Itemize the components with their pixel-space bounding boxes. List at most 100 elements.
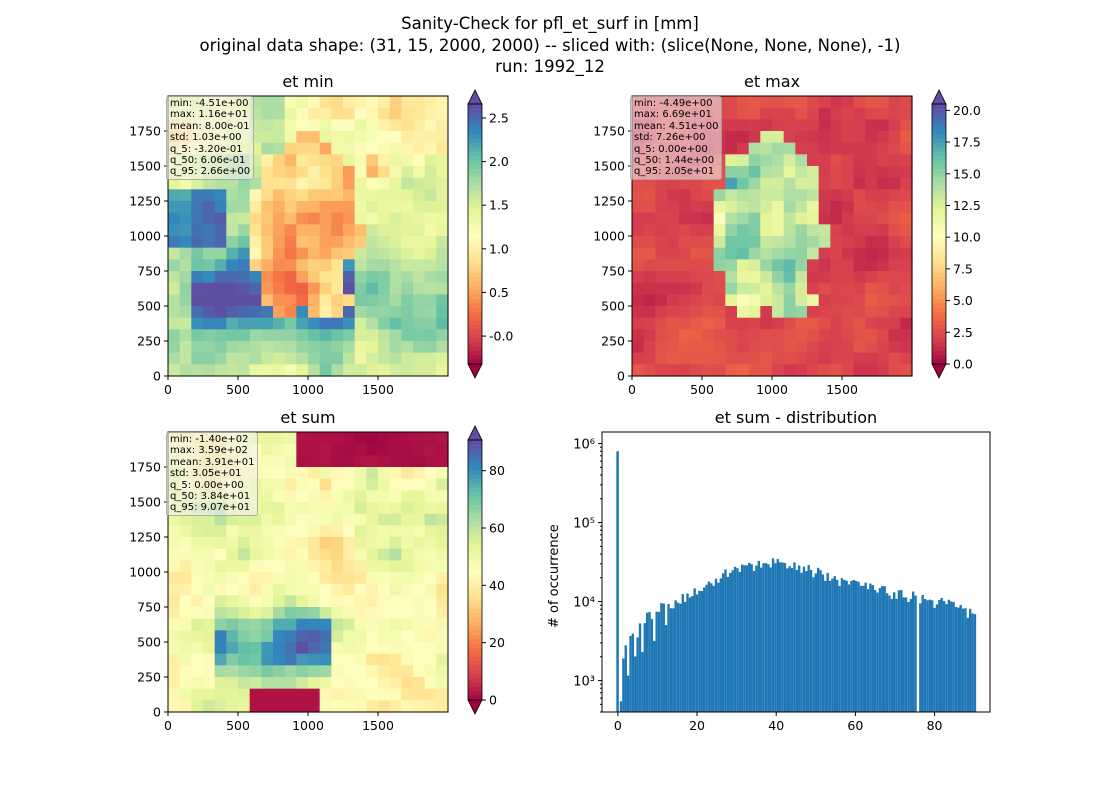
heatmap-cell [725, 201, 738, 214]
heatmap-cell [853, 142, 866, 155]
heatmap-cell [249, 364, 262, 377]
heatmap-cell [888, 212, 901, 225]
heatmap-cell [238, 247, 251, 260]
heatmap-cell [378, 548, 391, 561]
heatmap-cell [424, 119, 437, 132]
heatmap-cell [842, 294, 855, 307]
histogram-bar [866, 589, 870, 712]
heatmap-cell [748, 247, 761, 260]
heatmap-cell [632, 329, 645, 342]
heatmap-cell [354, 236, 367, 249]
heatmap-cell [795, 212, 808, 225]
heatmap-cell [748, 177, 761, 190]
colorbar-segment [468, 112, 482, 118]
heatmap-cell [378, 572, 391, 585]
heatmap-cell [296, 688, 309, 701]
histogram-bar [726, 576, 730, 712]
colorbar-segment [932, 173, 946, 179]
heatmap-cell [273, 212, 286, 225]
heatmap-cell [378, 131, 391, 144]
heatmap-cell [331, 201, 344, 214]
heatmap-cell [713, 271, 726, 284]
heatmap-cell [366, 166, 379, 179]
heatmap-cell [436, 119, 449, 132]
heatmap-cell [238, 537, 251, 550]
histogram-bar [914, 595, 917, 712]
heatmap-cell [296, 513, 309, 526]
heatmap-cell [725, 189, 738, 202]
heatmap-cell [760, 166, 773, 179]
heatmap-cell [842, 166, 855, 179]
stat-q5: q_5: 0.00e+00 [634, 143, 708, 155]
heatmap-cell [401, 677, 414, 690]
colorbar-segment [468, 117, 482, 122]
heatmap-cell [343, 572, 356, 585]
colorbar-segment [468, 320, 482, 326]
heatmap-cell [632, 306, 645, 319]
heatmap-cell [273, 271, 286, 284]
heatmap-cell [168, 282, 181, 295]
heatmap-cell [853, 306, 866, 319]
heatmap-cell [191, 341, 204, 354]
heatmap-cell [702, 306, 715, 319]
heatmap-cell [655, 212, 668, 225]
heatmap-cell [319, 236, 332, 249]
heatmap-cell [366, 432, 379, 445]
histogram-bar [683, 601, 687, 712]
heatmap-cell [853, 119, 866, 132]
colorbar-segment [468, 130, 482, 135]
heatmap-cell [308, 583, 321, 596]
colorbar-segment [468, 208, 482, 213]
histogram-bar [947, 599, 951, 712]
histogram-bar [776, 559, 779, 712]
colorbar-segment [932, 273, 946, 278]
heatmap-cell [807, 224, 820, 237]
heatmap-cell [261, 630, 274, 643]
y-tick-label: 10⁶ [573, 438, 595, 453]
colorbar-segment [468, 108, 482, 114]
heatmap-cell [436, 583, 449, 596]
heatmap-cell [413, 119, 426, 132]
heatmap-cell [830, 212, 843, 225]
heatmap-cell [667, 201, 680, 214]
heatmap-cell [296, 607, 309, 620]
heatmap-cell [632, 224, 645, 237]
colorbar-tick-label: -0.0 [489, 329, 513, 344]
heatmap-cell [273, 665, 286, 678]
heatmap-cell [888, 341, 901, 354]
histogram-bar [733, 566, 737, 712]
heatmap-cell [354, 271, 367, 284]
heatmap-cell [273, 653, 286, 666]
heatmap-cell [401, 352, 414, 365]
heatmap-cell [818, 247, 831, 260]
heatmap-cell [413, 653, 426, 666]
heatmap-cell [226, 513, 239, 526]
x-tick-label: 500 [226, 382, 250, 397]
colorbar-segment [468, 682, 482, 688]
colorbar-segment [468, 531, 482, 536]
heatmap-cell [737, 341, 750, 354]
heatmap-cell [702, 352, 715, 365]
heatmap-cell [401, 595, 414, 608]
histogram-bar [814, 573, 817, 712]
heatmap-cell [203, 548, 216, 561]
heatmap-cell [238, 688, 251, 701]
heatmap-cell [354, 341, 367, 354]
heatmap-cell [690, 236, 703, 249]
heatmap-cell [389, 306, 402, 319]
heatmap-cell [319, 329, 332, 342]
heatmap-cell [853, 294, 866, 307]
colorbar-segment [932, 112, 946, 118]
heatmap-cell [830, 189, 843, 202]
heatmap-cell [203, 177, 216, 190]
heatmap-cell [424, 364, 437, 377]
heatmap-cell [191, 560, 204, 573]
heatmap-cell [678, 247, 691, 260]
histogram-bar [743, 565, 746, 712]
heatmap-cell [366, 329, 379, 342]
heatmap-cell [354, 142, 367, 155]
heatmap-cell [238, 177, 251, 190]
heatmap-cell [261, 201, 274, 214]
heatmap-cell [690, 177, 703, 190]
heatmap-cell [378, 595, 391, 608]
